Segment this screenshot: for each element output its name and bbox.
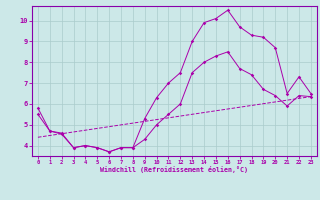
X-axis label: Windchill (Refroidissement éolien,°C): Windchill (Refroidissement éolien,°C) [100, 166, 248, 173]
